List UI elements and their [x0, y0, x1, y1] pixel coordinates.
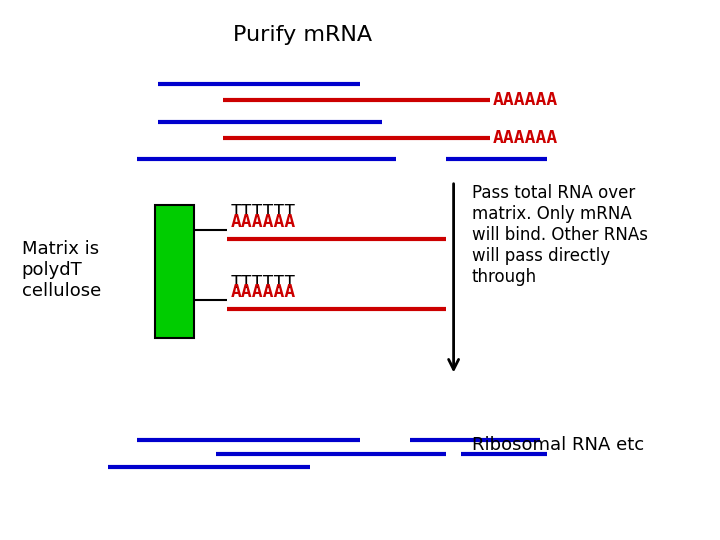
- Text: Purify mRNA: Purify mRNA: [233, 25, 372, 45]
- Bar: [155, 205, 194, 338]
- Text: AAAAAA: AAAAAA: [493, 129, 559, 147]
- Text: Ribosomal RNA etc: Ribosomal RNA etc: [472, 436, 644, 455]
- Text: AAAAAA: AAAAAA: [230, 284, 296, 301]
- Text: Matrix is
polydT
cellulose: Matrix is polydT cellulose: [22, 240, 101, 300]
- Text: AAAAAA: AAAAAA: [230, 213, 296, 231]
- Text: TTTTTT: TTTTTT: [230, 204, 296, 221]
- Text: Pass total RNA over
matrix. Only mRNA
will bind. Other RNAs
will pass directly
t: Pass total RNA over matrix. Only mRNA wi…: [472, 184, 647, 286]
- Text: TTTTTT: TTTTTT: [230, 274, 296, 292]
- Text: AAAAAA: AAAAAA: [493, 91, 559, 109]
